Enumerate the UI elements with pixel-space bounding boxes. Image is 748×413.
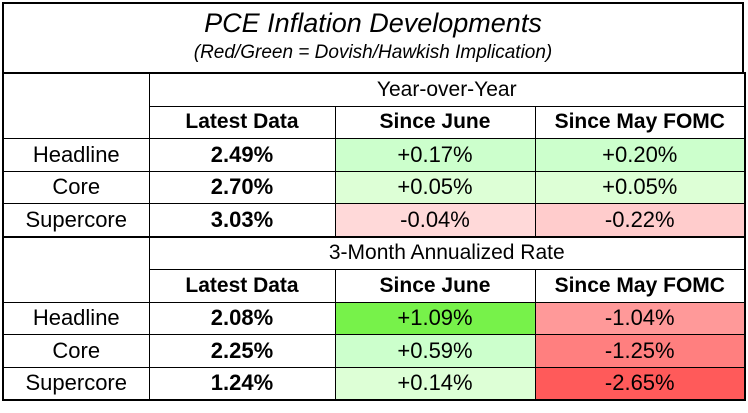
section-heading-row: Year-over-Year: [2, 72, 747, 139]
latest-value: 3.03%: [148, 203, 336, 237]
table-row: Core 2.70% +0.05% +0.05%: [2, 170, 747, 204]
since-may-value: -0.22%: [534, 203, 747, 237]
since-may-value: -1.04%: [534, 301, 747, 335]
since-may-value: +0.20%: [534, 138, 747, 172]
column-header-since-may: Since May FOMC: [534, 105, 747, 139]
latest-value: 2.08%: [148, 301, 336, 335]
since-may-value: -1.25%: [534, 334, 747, 368]
inflation-table: Year-over-Year Latest Data Since June Si…: [2, 72, 747, 401]
since-june-value: +0.05%: [334, 170, 536, 204]
since-june-value: +0.14%: [334, 366, 536, 401]
title-box: PCE Inflation Developments (Red/Green = …: [2, 2, 744, 72]
since-may-value: -2.65%: [534, 366, 747, 401]
latest-value: 2.25%: [148, 334, 336, 368]
since-june-value: +1.09%: [334, 301, 536, 335]
since-june-value: -0.04%: [334, 203, 536, 237]
corner-blank-cell: [2, 235, 150, 303]
table-subtitle: (Red/Green = Dovish/Hawkish Implication): [193, 42, 553, 63]
latest-value: 2.49%: [148, 138, 336, 172]
column-header-row: Latest Data Since June Since May FOMC: [3, 105, 747, 139]
row-label: Headline: [2, 138, 150, 172]
column-header-since-may: Since May FOMC: [534, 269, 747, 303]
section-heading-row: 3-Month Annualized Rate: [2, 235, 747, 303]
column-header-since-june: Since June: [334, 269, 536, 303]
since-june-value: +0.17%: [334, 138, 536, 172]
row-label: Core: [2, 334, 150, 368]
row-label: Supercore: [2, 366, 150, 401]
table-row: Core 2.25% +0.59% -1.25%: [2, 334, 747, 368]
column-header-latest: Latest Data: [148, 105, 336, 139]
column-header-latest: Latest Data: [148, 269, 336, 303]
table-row: Supercore 1.24% +0.14% -2.65%: [2, 366, 747, 401]
section-heading: 3-Month Annualized Rate: [148, 235, 747, 270]
column-header-row: Latest Data Since June Since May FOMC: [3, 269, 747, 303]
row-label: Supercore: [2, 203, 150, 237]
since-june-value: +0.59%: [334, 334, 536, 368]
table-row: Headline 2.49% +0.17% +0.20%: [2, 138, 747, 172]
latest-value: 2.70%: [148, 170, 336, 204]
latest-value: 1.24%: [148, 366, 336, 401]
section-heading: Year-over-Year: [148, 72, 747, 107]
row-label: Core: [2, 170, 150, 204]
corner-blank-cell: [2, 72, 150, 139]
table-title: PCE Inflation Developments: [204, 8, 542, 38]
column-header-since-june: Since June: [334, 105, 536, 139]
table-row: Headline 2.08% +1.09% -1.04%: [2, 301, 747, 335]
table-row: Supercore 3.03% -0.04% -0.22%: [2, 203, 747, 237]
since-may-value: +0.05%: [534, 170, 747, 204]
row-label: Headline: [2, 301, 150, 335]
